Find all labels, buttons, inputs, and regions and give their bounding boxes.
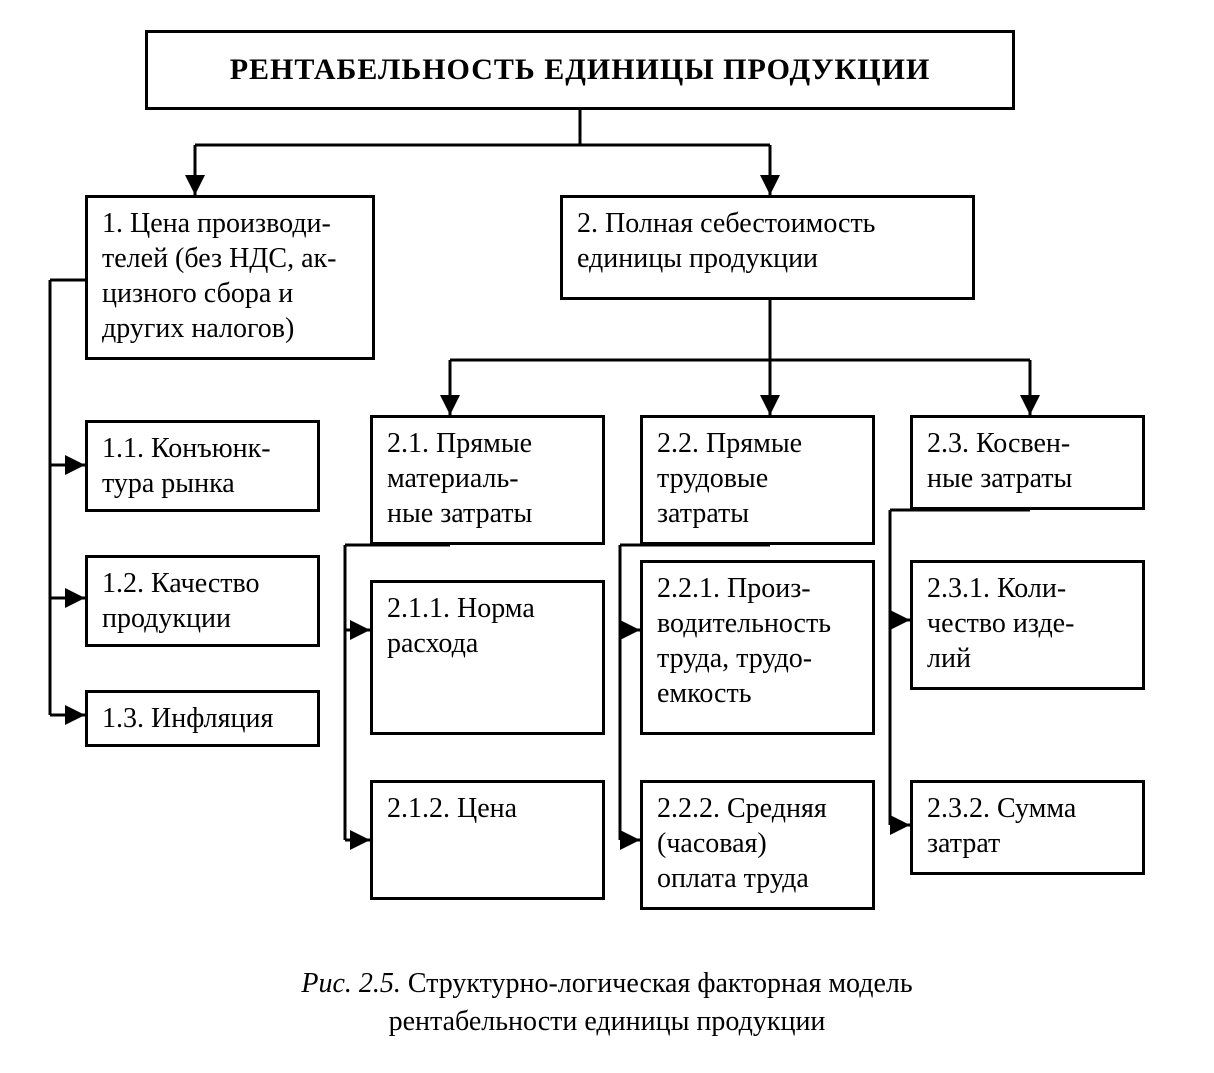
box-n21: 2.1. Прямыематериаль-ные затраты: [370, 415, 605, 545]
box-n222: 2.2.2. Средняя(часовая)оплата труда: [640, 780, 875, 910]
box-n211: 2.1.1. Нормарасхода: [370, 580, 605, 735]
box-n231: 2.3.1. Коли-чество изде-лий: [910, 560, 1145, 690]
box-n22: 2.2. Прямыетрудовыезатраты: [640, 415, 875, 545]
box-n2: 2. Полная себестоимостьединицы продукции: [560, 195, 975, 300]
box-n212: 2.1.2. Цена: [370, 780, 605, 900]
box-n13: 1.3. Инфляция: [85, 690, 320, 747]
box-n232: 2.3.2. Суммазатрат: [910, 780, 1145, 875]
box-n221: 2.2.1. Произ-водительностьтруда, трудо-е…: [640, 560, 875, 735]
box-n12: 1.2. Качествопродукции: [85, 555, 320, 647]
connector-layer: [0, 0, 1214, 1073]
box-n1: 1. Цена производи-телей (без НДС, ак-циз…: [85, 195, 375, 360]
diagram-canvas: Рис. 2.5. Структурно-логическая факторна…: [0, 0, 1214, 1073]
figure-caption: Рис. 2.5. Структурно-логическая факторна…: [0, 965, 1214, 1041]
box-n11: 1.1. Конъюнк-тура рынка: [85, 420, 320, 512]
box-title: РЕНТАБЕЛЬНОСТЬ ЕДИНИЦЫ ПРОДУКЦИИ: [145, 30, 1015, 110]
box-n23: 2.3. Косвен-ные затраты: [910, 415, 1145, 510]
